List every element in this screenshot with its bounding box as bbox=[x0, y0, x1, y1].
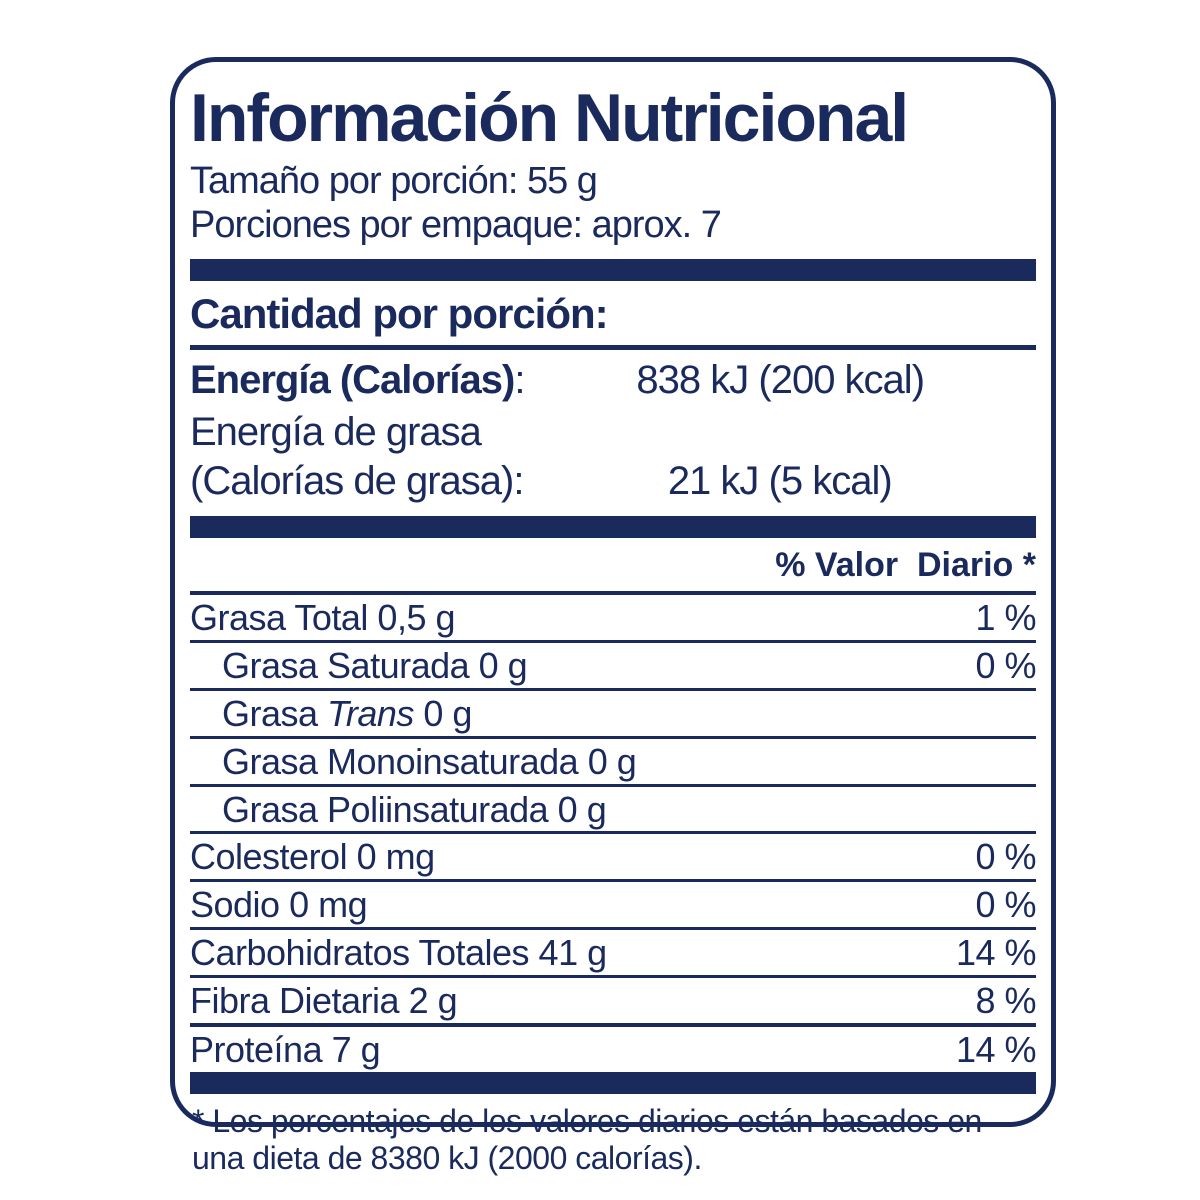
nutrient-daily-value: 0 % bbox=[975, 884, 1036, 926]
nutrient-row: Carbohidratos Totales 41 g 14 % bbox=[190, 930, 1037, 978]
energy-from-fat-label-line2: (Calorías de grasa): bbox=[190, 459, 524, 504]
divider-bar-bottom bbox=[190, 1071, 1036, 1094]
nutrient-name: Colesterol 0 mg bbox=[190, 836, 435, 878]
amount-per-serving-header: Cantidad por porción: bbox=[190, 281, 1036, 351]
nutrient-row: Grasa Total 0,5 g 1 % bbox=[190, 595, 1036, 644]
nutrient-name: Carbohidratos Totales 41 g bbox=[190, 931, 607, 973]
energy-from-fat-label-line1: Energía de grasa bbox=[190, 410, 482, 455]
nutrient-daily-value: 1 % bbox=[975, 597, 1036, 639]
label-title: Información Nutricional bbox=[190, 80, 909, 156]
energy-value: 838 kJ (200 kcal) bbox=[636, 358, 925, 403]
energy-label: Energía (Calorías) bbox=[190, 358, 515, 403]
energy-colon: : bbox=[514, 358, 525, 403]
servings-per-package: Porciones por empaque: aprox. 7 bbox=[190, 203, 722, 246]
nutrient-row: Fibra Dietaria 2 g 8 % bbox=[190, 978, 1036, 1027]
nutrient-name: Sodio 0 mg bbox=[190, 884, 368, 926]
nutrient-row: Colesterol 0 mg 0 % bbox=[190, 834, 1036, 883]
energy-row: Energía (Calorías): 838 kJ (200 kcal) bbox=[190, 350, 1036, 406]
energy-from-fat-value: 21 kJ (5 kcal) bbox=[667, 459, 893, 504]
nutrient-name: Fibra Dietaria 2 g bbox=[190, 979, 458, 1021]
nutrient-row: Grasa Monoinsaturada 0 g bbox=[190, 739, 1036, 787]
nutrient-daily-value: 0 % bbox=[975, 836, 1036, 878]
daily-value-footnote: * Los porcentajes de los valores diarios… bbox=[190, 1094, 1036, 1179]
nutrient-name: Grasa Trans 0 g bbox=[222, 692, 472, 734]
nutrient-name: Proteína 7 g bbox=[190, 1028, 381, 1070]
nutrient-row: Grasa Poliinsaturada 0 g bbox=[190, 787, 1036, 835]
nutrient-daily-value: 14 % bbox=[955, 1028, 1037, 1070]
daily-value-header: % Valor Diario * bbox=[190, 538, 1036, 596]
nutrient-row: Grasa Saturada 0 g 0 % bbox=[190, 643, 1036, 691]
footnote-line2: una dieta de 8380 kJ (2000 calorías). bbox=[192, 1140, 702, 1177]
nutrient-name: Grasa Total 0,5 g bbox=[190, 597, 456, 639]
nutrient-name: Grasa Poliinsaturada 0 g bbox=[222, 788, 607, 830]
serving-size: Tamaño por porción: 55 g bbox=[190, 160, 598, 202]
nutrient-daily-value: 14 % bbox=[955, 931, 1037, 973]
nutrient-row: Grasa Trans 0 g bbox=[190, 691, 1036, 739]
nutrient-name: Grasa Saturada 0 g bbox=[222, 645, 528, 687]
nutrition-label: Información Nutricional Tamaño por porci… bbox=[170, 57, 1056, 1176]
divider-bar-top bbox=[190, 259, 1036, 282]
divider-bar-middle bbox=[190, 516, 1036, 539]
nutrient-row: Sodio 0 mg 0 % bbox=[190, 882, 1036, 930]
nutrient-row: Proteína 7 g 14 % bbox=[190, 1027, 1037, 1072]
nutrient-table: Grasa Total 0,5 g 1 % Grasa Saturada 0 g 0 … bbox=[190, 595, 1037, 1072]
nutrient-daily-value: 8 % bbox=[975, 979, 1036, 1021]
nutrient-name: Grasa Monoinsaturada 0 g bbox=[222, 740, 637, 782]
energy-from-fat-row: (Calorías de grasa): 21 kJ (5 kcal) bbox=[190, 457, 1036, 516]
footnote-line1: * Los porcentajes de los valores diarios… bbox=[192, 1102, 982, 1139]
nutrient-daily-value: 0 % bbox=[975, 645, 1036, 687]
label-content: Información Nutricional Tamaño por porci… bbox=[175, 62, 1051, 1176]
